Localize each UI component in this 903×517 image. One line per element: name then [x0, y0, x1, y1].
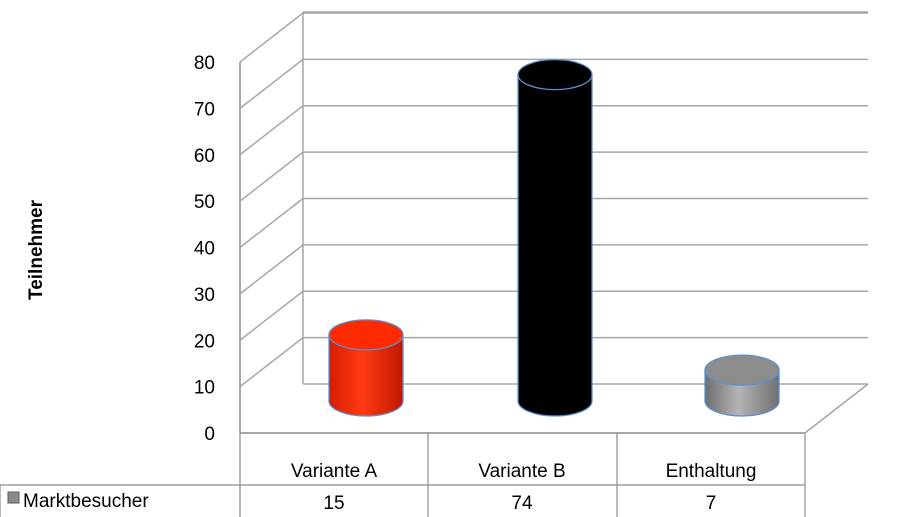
bar-body	[328, 334, 404, 417]
legend-series-name: Marktbesucher	[23, 491, 149, 512]
floor-right-edge	[804, 383, 869, 434]
y-axis-tick-labels: 0 10 20 30 40 50 60 70 80	[194, 53, 215, 445]
y-tick-label: 60	[194, 146, 215, 167]
x-category-label: Variante B	[478, 461, 565, 482]
data-table-value: 7	[706, 493, 717, 514]
gridline-diagonal	[239, 105, 304, 156]
data-table: Variante A Variante B Enthaltung 15 74 7 Mar…	[0, 433, 806, 517]
bars	[328, 59, 780, 417]
gridline-diagonal	[239, 151, 304, 202]
gridline-diagonal	[239, 58, 304, 109]
category-labels: Variante A Variante B Enthaltung	[291, 461, 757, 482]
bar-2	[704, 354, 780, 417]
bar-top	[328, 319, 404, 351]
x-category-label: Enthaltung	[666, 461, 757, 482]
gridline-diagonal	[239, 244, 304, 295]
bar-0	[328, 319, 404, 417]
data-table-value: 15	[323, 493, 344, 514]
gridline-diagonal	[239, 337, 304, 388]
bar-body	[517, 74, 593, 417]
y-axis-label: Teilnehmer	[26, 199, 47, 300]
y-tick-label: 30	[194, 285, 215, 306]
y-tick-label: 50	[194, 192, 215, 213]
y-tick-label: 70	[194, 99, 215, 120]
gridline-diagonal	[239, 197, 304, 249]
data-table-value: 74	[511, 493, 533, 514]
y-tick-label: 80	[194, 53, 215, 74]
gridline-diagonal	[239, 290, 304, 341]
bar-top	[704, 354, 780, 386]
table-values: 15 74 7	[323, 493, 716, 514]
gridline-diagonal	[239, 12, 304, 63]
y-tick-label: 40	[194, 239, 215, 260]
legend-swatch	[7, 491, 20, 504]
y-tick-label: 20	[194, 331, 215, 352]
x-category-label: Variante A	[291, 461, 378, 482]
y-tick-label: 0	[204, 424, 215, 445]
y-tick-label: 10	[194, 378, 215, 399]
bar-1	[517, 59, 593, 417]
bar-top	[517, 59, 593, 91]
